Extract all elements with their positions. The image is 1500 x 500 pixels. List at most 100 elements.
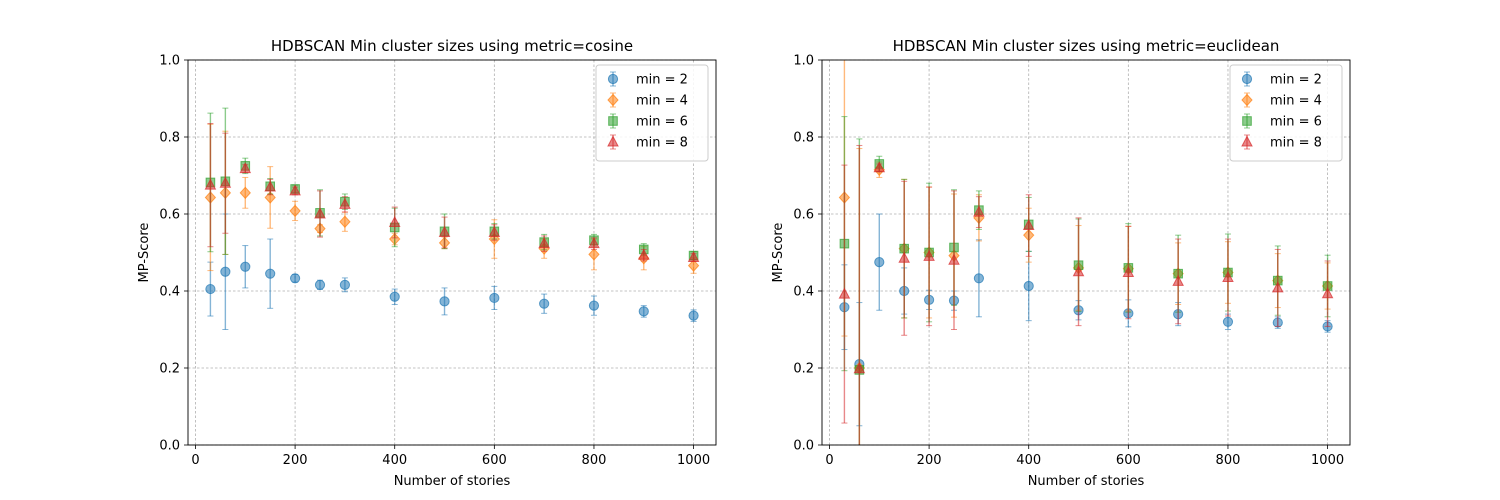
chart-title: HDBSCAN Min cluster sizes using metric=c…	[271, 37, 633, 55]
data-point	[1222, 316, 1234, 327]
legend-marker	[1241, 135, 1253, 147]
y-tick-label: 0.0	[159, 439, 180, 454]
data-point	[389, 291, 400, 302]
data-point	[1122, 265, 1135, 278]
data-point	[219, 176, 232, 188]
data-point	[588, 248, 600, 261]
y-tick-label: 0.6	[793, 208, 814, 223]
data-point	[289, 273, 301, 284]
y-tick-label: 0.6	[159, 208, 180, 223]
data-point	[637, 248, 650, 260]
data-point	[1172, 274, 1184, 286]
data-point	[314, 207, 326, 219]
x-tick-label: 600	[482, 453, 507, 468]
x-tick-label: 400	[382, 453, 407, 468]
data-point	[489, 292, 500, 304]
legend-label: min = 4	[1270, 94, 1322, 109]
x-tick-label: 600	[1116, 453, 1141, 468]
data-point	[239, 186, 251, 200]
data-point	[339, 197, 351, 209]
y-tick-label: 0.4	[793, 285, 814, 300]
data-point	[1271, 281, 1284, 293]
legend-box	[595, 64, 709, 162]
x-tick-label: 400	[1016, 453, 1041, 468]
series-circle	[205, 213, 699, 330]
data-point	[1072, 265, 1085, 277]
x-tick-label: 1000	[1311, 453, 1344, 468]
legend-marker	[1242, 116, 1252, 126]
y-tick-label: 0.8	[793, 131, 814, 146]
data-point	[588, 300, 600, 311]
legend-box	[1229, 64, 1343, 162]
data-point	[838, 287, 851, 299]
data-point	[488, 225, 501, 237]
data-point	[1321, 287, 1334, 299]
data-point	[973, 273, 985, 284]
x-tick-label: 800	[1216, 453, 1241, 468]
x-tick-label: 800	[582, 453, 607, 468]
y-tick-label: 0.0	[793, 439, 814, 454]
data-point	[853, 362, 866, 374]
data-point	[588, 237, 600, 249]
y-axis-label: MP-Score	[771, 223, 786, 283]
data-point	[638, 306, 649, 317]
x-tick-label: 0	[825, 453, 833, 468]
data-point	[240, 261, 251, 272]
data-point	[220, 266, 231, 277]
y-tick-label: 0.2	[159, 362, 180, 377]
data-point	[923, 249, 935, 261]
legend-marker	[608, 116, 618, 126]
legend-marker	[607, 93, 619, 107]
chart-euclidean: 0 200 400 600 800 1000 0.0 0.2 0.4 0.6 0.8 1.0 HDBSC…	[771, 37, 1351, 489]
y-tick-label: 0.4	[159, 285, 180, 300]
data-point	[1022, 218, 1035, 231]
x-tick-label: 200	[283, 453, 308, 468]
series-triangle	[204, 123, 700, 263]
legend-marker	[1241, 93, 1253, 107]
legend-marker	[607, 135, 619, 147]
legend-label: min = 8	[636, 136, 688, 151]
series-circle	[839, 213, 1333, 427]
data-point	[204, 178, 217, 190]
x-tick-label: 200	[917, 453, 942, 468]
x-axis-label: Number of stories	[1028, 474, 1145, 489]
y-tick-label: 1.0	[793, 54, 814, 69]
data-point	[314, 279, 326, 290]
legend-label: min = 2	[636, 73, 688, 88]
legend-marker	[607, 73, 619, 85]
data-point	[264, 180, 277, 192]
y-tick-label: 1.0	[159, 54, 180, 69]
chart-title: HDBSCAN Min cluster sizes using metric=e…	[893, 37, 1280, 55]
x-axis-label: Number of stories	[394, 474, 511, 489]
x-tick-label: 1000	[677, 453, 710, 468]
data-point	[539, 298, 550, 309]
legend-label: min = 8	[1270, 136, 1322, 151]
data-point	[339, 215, 351, 228]
data-point	[265, 268, 276, 279]
legend: min = 2 min = 4 min = 6 min = 8	[1229, 64, 1343, 162]
data-point	[1222, 270, 1234, 283]
data-point	[1023, 280, 1034, 292]
data-point	[687, 250, 700, 263]
legend-marker	[1241, 73, 1253, 85]
plot-frame	[821, 59, 1351, 446]
data-point	[205, 283, 216, 295]
series-square	[839, 116, 1333, 445]
data-point	[873, 161, 886, 173]
legend: min = 2 min = 4 min = 6 min = 8	[595, 64, 709, 162]
data-point	[239, 161, 252, 174]
data-point	[439, 296, 450, 307]
y-tick-label: 0.8	[159, 131, 180, 146]
legend-label: min = 2	[1270, 73, 1322, 88]
y-tick-label: 0.2	[793, 362, 814, 377]
x-tick-label: 0	[191, 453, 199, 468]
data-point	[973, 205, 985, 217]
chart-cosine: 0 200 400 600 800 1000 0.0 0.2 0.4 0.6 0.8 1.0 HDBSC…	[137, 37, 717, 489]
data-point	[388, 215, 401, 227]
data-point	[289, 184, 301, 196]
data-point	[898, 251, 911, 263]
plot-frame	[187, 59, 717, 446]
data-point	[687, 259, 700, 272]
data-point	[538, 237, 550, 249]
